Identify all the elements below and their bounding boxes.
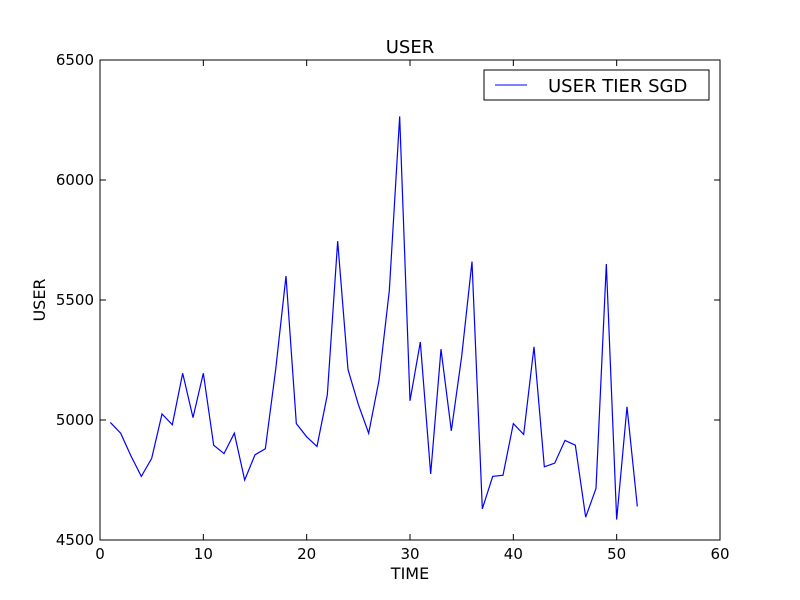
x-tick-label: 40 [504, 545, 523, 563]
x-tick-label: 60 [710, 545, 729, 563]
x-tick-label: 30 [400, 545, 419, 563]
y-tick-label: 6500 [56, 51, 94, 69]
y-tick-label: 5500 [56, 291, 94, 309]
y-axis-title: USER [30, 278, 49, 321]
series-line-0 [109, 116, 638, 520]
x-axis-title: TIME [390, 564, 429, 583]
y-tick-label: 5000 [56, 411, 94, 429]
plot-frame [99, 59, 721, 541]
x-tick-label: 0 [95, 545, 105, 563]
series-lines [109, 116, 638, 520]
y-tick-label: 4500 [56, 531, 94, 549]
legend-label: USER TIER SGD [548, 76, 687, 97]
chart-title: USER [386, 37, 434, 58]
tick-labels: 0 10 20 30 40 50 60 4500 5000 5500 6000 6500 [56, 51, 730, 563]
x-tick-label: 20 [297, 545, 316, 563]
plot-area-background [100, 60, 720, 540]
y-tick-label: 6000 [56, 171, 94, 189]
x-tick-label: 50 [607, 545, 626, 563]
x-tick-label: 10 [194, 545, 213, 563]
legend: USER TIER SGD [483, 69, 710, 101]
